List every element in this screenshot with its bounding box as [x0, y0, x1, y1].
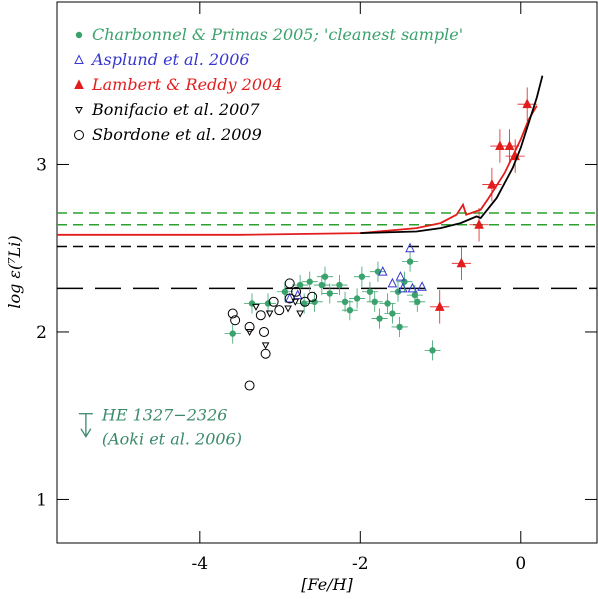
x-tick-label: 0: [515, 554, 526, 574]
data-point: [398, 282, 408, 293]
legend-label: Lambert & Reddy 2004: [91, 75, 282, 94]
data-point: [318, 281, 325, 289]
y-tick-label: 1: [36, 490, 47, 510]
data-point: [371, 298, 378, 306]
data-point: [244, 321, 255, 332]
data-point: [244, 380, 255, 391]
data-point: [396, 323, 403, 331]
data-point: [300, 300, 308, 307]
data-point: [414, 298, 421, 306]
data-point: [358, 273, 366, 280]
data-point: [429, 347, 436, 354]
data-point: [227, 308, 238, 319]
data-point: [264, 300, 272, 307]
data-point: [252, 303, 260, 311]
data-point: [384, 300, 391, 307]
legend-marker: [75, 31, 83, 39]
model-curve: [360, 75, 544, 235]
data-point: [321, 273, 329, 280]
y-tick-label: 2: [36, 323, 47, 343]
legend-marker: [74, 130, 84, 140]
data-point: [411, 291, 419, 299]
data-point: [261, 342, 270, 350]
x-tick-label: -4: [192, 554, 209, 574]
data-point: [495, 140, 505, 151]
data-point: [341, 298, 349, 306]
data-point: [377, 266, 388, 276]
data-point: [299, 296, 310, 307]
annotation-text: HE 1327−2326: [101, 406, 228, 425]
data-point: [274, 305, 285, 316]
data-point: [284, 293, 295, 304]
data-point: [291, 298, 300, 306]
data-point: [229, 330, 236, 337]
x-axis-label: [Fe/H]: [301, 575, 353, 594]
legend-label: Bonifacio et al. 2007: [91, 100, 260, 119]
data-point: [284, 292, 295, 303]
y-axis-label: log ε(⁷Li): [5, 235, 24, 308]
data-point: [353, 295, 361, 302]
annotation-text: (Aoki et al. 2006): [102, 430, 242, 449]
data-point: [296, 281, 304, 289]
data-point: [522, 98, 533, 109]
legend-label: Asplund et al. 2006: [90, 50, 250, 69]
data-point: [284, 278, 295, 289]
data-point: [306, 278, 313, 285]
data-point: [376, 315, 383, 322]
data-point: [307, 291, 318, 302]
data-point: [260, 348, 271, 359]
data-point: [366, 288, 374, 295]
data-point: [407, 282, 418, 293]
data-point: [311, 298, 318, 306]
data-point: [434, 301, 445, 311]
x-tick-label: -2: [352, 554, 369, 574]
data-point: [291, 286, 302, 297]
data-point: [296, 310, 304, 318]
data-point: [255, 310, 266, 321]
data-point: [265, 310, 274, 318]
data-point: [395, 271, 406, 281]
data-point: [474, 219, 484, 229]
legend-marker: [75, 107, 83, 115]
data-point: [406, 258, 414, 265]
legend-marker: [74, 79, 84, 89]
data-point: [487, 178, 497, 189]
plot-frame: [56, 1, 598, 544]
data-point: [336, 281, 343, 289]
data-point: [346, 306, 354, 314]
data-point: [245, 328, 254, 337]
data-point: [387, 277, 398, 288]
legend-label: Sbordone et al. 2009: [92, 125, 262, 144]
annotation-arrow: [80, 428, 92, 438]
data-point: [504, 140, 515, 151]
data-point: [268, 296, 279, 307]
legend-label: Charbonnel & Primas 2005; 'cleanest samp…: [92, 25, 463, 44]
data-point: [456, 257, 467, 268]
y-tick-label: 3: [36, 155, 47, 175]
data-point: [284, 305, 292, 313]
data-point: [281, 288, 289, 295]
data-point: [405, 242, 415, 253]
data-point: [389, 310, 396, 317]
legend-marker: [74, 54, 84, 64]
data-point: [259, 326, 270, 337]
data-point: [326, 290, 334, 297]
data-point: [417, 281, 427, 291]
data-point: [230, 315, 241, 326]
